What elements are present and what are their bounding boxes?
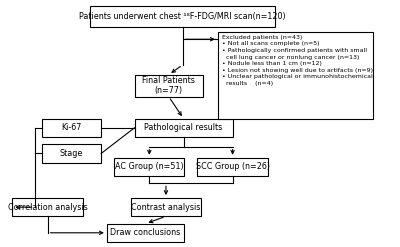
- Text: Pathological results: Pathological results: [144, 123, 223, 132]
- FancyBboxPatch shape: [42, 119, 101, 137]
- FancyBboxPatch shape: [134, 119, 232, 137]
- FancyBboxPatch shape: [198, 158, 268, 176]
- Text: Correlation analysis: Correlation analysis: [8, 203, 88, 212]
- FancyBboxPatch shape: [90, 6, 275, 27]
- Text: Final Patients
(n=77): Final Patients (n=77): [142, 76, 195, 95]
- FancyBboxPatch shape: [107, 224, 184, 242]
- FancyBboxPatch shape: [114, 158, 184, 176]
- Text: Excluded patients (n=43)
• Not all scans complete (n=5)
• Pathologically confirm: Excluded patients (n=43) • Not all scans…: [222, 35, 373, 86]
- Text: Contrast analysis: Contrast analysis: [131, 203, 201, 212]
- FancyBboxPatch shape: [12, 198, 83, 216]
- Text: Patients underwent chest ¹⁸F-FDG/MRI scan(n=120): Patients underwent chest ¹⁸F-FDG/MRI sca…: [79, 12, 286, 21]
- FancyBboxPatch shape: [131, 198, 201, 216]
- Text: SCC Group (n=26): SCC Group (n=26): [196, 162, 270, 171]
- Text: Stage: Stage: [60, 149, 83, 158]
- Text: AC Group (n=51): AC Group (n=51): [115, 162, 184, 171]
- FancyBboxPatch shape: [134, 75, 203, 97]
- Text: Ki-67: Ki-67: [62, 123, 82, 132]
- FancyBboxPatch shape: [42, 144, 101, 163]
- Text: Draw conclusions: Draw conclusions: [110, 228, 181, 237]
- FancyBboxPatch shape: [218, 32, 373, 119]
